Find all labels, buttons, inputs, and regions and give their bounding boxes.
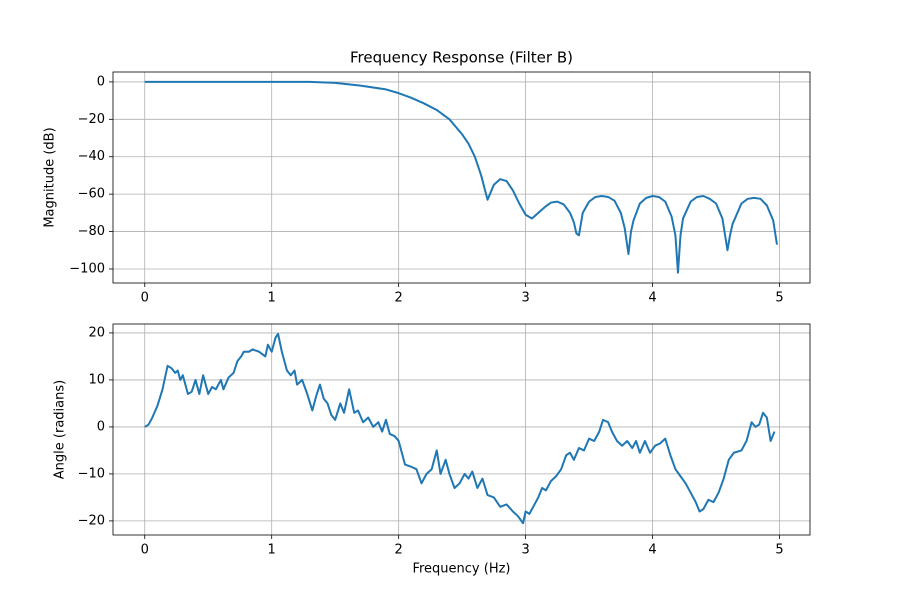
y-tick-label: −20: [78, 112, 105, 127]
x-tick-label: 3: [521, 543, 529, 558]
y-tick-label: −40: [78, 149, 105, 164]
y-tick-label: 0: [97, 419, 105, 434]
y-tick-label: −80: [78, 224, 105, 239]
y-tick-label: 20: [88, 325, 105, 340]
y-tick-label: −10: [78, 466, 105, 481]
data-line: [144, 332, 776, 525]
y-tick-label: −100: [69, 261, 105, 276]
x-tick-label: 2: [395, 543, 403, 558]
axes-frame: [112, 323, 811, 536]
x-tick-label: 1: [268, 543, 276, 558]
axes-frame: [112, 71, 811, 284]
x-tick-label: 5: [775, 291, 783, 306]
x-tick-label: 2: [395, 291, 403, 306]
x-axis-label: Frequency (Hz): [412, 562, 510, 577]
chart-title: Frequency Response (Filter B): [350, 49, 573, 67]
x-tick-label: 4: [648, 291, 656, 306]
x-tick-label: 4: [648, 543, 656, 558]
data-line: [144, 80, 778, 274]
x-tick-label: 0: [141, 543, 149, 558]
x-tick-label: 5: [775, 543, 783, 558]
y-axis-label: Angle (radians): [53, 380, 68, 479]
y-tick-label: −20: [78, 513, 105, 528]
y-tick-label: 10: [88, 372, 105, 387]
y-tick-label: −60: [78, 187, 105, 202]
y-tick-label: 0: [97, 74, 105, 89]
y-axis-label: Magnitude (dB): [43, 127, 58, 227]
x-tick-label: 1: [268, 291, 276, 306]
x-tick-label: 3: [521, 291, 529, 306]
x-tick-label: 0: [141, 291, 149, 306]
